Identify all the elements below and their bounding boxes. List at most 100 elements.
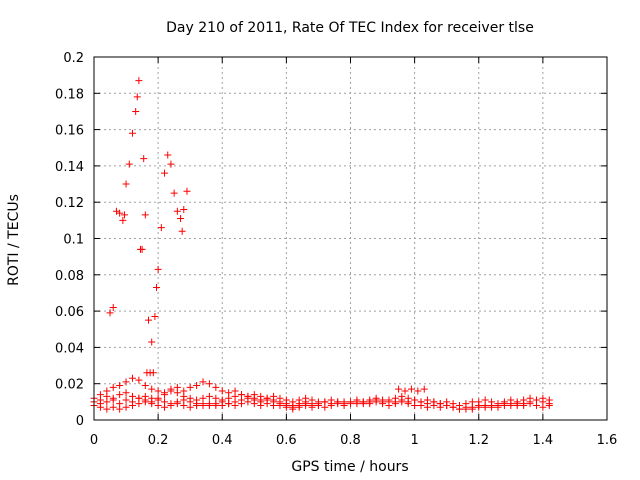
data-point-arc-c — [391, 394, 399, 402]
data-point-arc-c — [385, 396, 393, 404]
data-point-spike-satellite — [173, 207, 181, 215]
data-point-arc-c — [359, 400, 367, 408]
data-point-spike-satellite — [149, 369, 157, 377]
data-point-arc-d — [180, 387, 188, 395]
data-point-arc-d — [154, 387, 162, 395]
chart-title: Day 210 of 2011, Rate Of TEC Index for r… — [166, 20, 534, 36]
data-point-arc-c — [494, 403, 502, 411]
data-point-spike-satellite — [135, 77, 143, 85]
data-point-arc-d — [257, 392, 265, 400]
x-tick-label: 1.6 — [597, 433, 618, 448]
data-point-arc-d — [237, 391, 245, 399]
data-point-arc-d — [135, 376, 143, 384]
y-axis-label: ROTI / TECUs — [6, 194, 22, 286]
data-point-arc-b — [423, 403, 431, 411]
data-point-arc-c — [135, 394, 143, 402]
data-point-arc-d — [167, 385, 175, 393]
data-point-arc-d — [250, 391, 258, 399]
data-point-spike-satellite — [138, 245, 146, 253]
data-point-spike-satellite — [157, 224, 165, 232]
grid-lines — [94, 57, 607, 420]
data-point-arc-c — [539, 398, 547, 406]
data-point-arc-d — [103, 387, 111, 395]
data-point-spike-satellite — [161, 169, 169, 177]
data-point-arc-c — [449, 403, 457, 411]
data-point-arc-d — [225, 389, 233, 397]
data-point-arc-c — [436, 400, 444, 408]
data-point-arc-e — [414, 387, 422, 395]
data-point-arc-d — [289, 401, 297, 409]
data-point-spike-satellite — [140, 155, 148, 163]
data-point-arc-c — [520, 400, 528, 408]
y-tick-label: 0.14 — [55, 160, 84, 175]
data-point-arc-c — [500, 401, 508, 409]
data-point-arc-c — [366, 398, 374, 406]
data-point-spike-satellite — [116, 209, 124, 217]
data-point-arc-c — [161, 398, 169, 406]
y-tick-label: 0.04 — [55, 341, 84, 356]
data-point-spike-satellite — [132, 107, 140, 115]
data-points — [90, 77, 553, 413]
data-point-arc-d — [295, 400, 303, 408]
data-point-arc-d — [128, 374, 136, 382]
data-point-spike-satellite — [177, 215, 185, 223]
data-point-spike-satellite — [164, 151, 172, 159]
data-point-spike-satellite — [145, 316, 153, 324]
data-point-arc-c — [334, 400, 342, 408]
data-point-spike-satellite — [154, 265, 162, 273]
data-point-spike-satellite — [153, 284, 161, 292]
data-point-arc-d — [109, 383, 117, 391]
data-point-arc-d — [205, 380, 213, 388]
data-point-arc-d — [116, 382, 124, 390]
y-tick-label: 0.02 — [55, 378, 84, 393]
x-tick-label: 0.2 — [148, 433, 169, 448]
data-point-arc-c — [225, 400, 233, 408]
data-point-arc-c — [417, 398, 425, 406]
y-tick-labels: 0 0.02 0.04 0.06 0.08 0.1 0.12 0.14 0.16 0.18 0.2 — [55, 51, 84, 429]
data-point-arc-c — [237, 400, 245, 408]
data-point-spike-satellite — [180, 205, 188, 213]
data-point-arc-c — [199, 401, 207, 409]
x-tick-label: 1.4 — [533, 433, 554, 448]
data-point-spike-satellite — [112, 207, 120, 215]
y-tick-label: 0.06 — [55, 305, 84, 320]
data-point-arc-c — [488, 401, 496, 409]
data-point-arc-c — [218, 401, 226, 409]
data-point-arc-c — [456, 405, 464, 413]
data-point-arc-d — [244, 392, 252, 400]
data-point-arc-d — [308, 400, 316, 408]
data-point-arc-c — [109, 396, 117, 404]
data-point-arc-c — [231, 401, 239, 409]
data-point-spike-satellite — [122, 180, 130, 188]
data-point-spike-satellite — [106, 309, 114, 317]
x-tick-label: 0.8 — [340, 433, 361, 448]
data-point-arc-d — [231, 387, 239, 395]
data-point-arc-c — [340, 401, 348, 409]
data-point-arc-c — [468, 403, 476, 411]
data-point-spike-satellite — [125, 160, 133, 168]
data-point-arc-c — [116, 400, 124, 408]
data-point-arc-c — [532, 396, 540, 404]
data-point-arc-c — [443, 401, 451, 409]
data-point-arc-d — [212, 383, 220, 391]
x-tick-labels: 0 0.2 0.4 0.6 0.8 1 1.2 1.4 1.6 — [90, 433, 617, 448]
data-point-arc-c — [462, 405, 470, 413]
data-point-arc-c — [513, 401, 521, 409]
x-tick-label: 0.6 — [276, 433, 297, 448]
data-point-arc-d — [122, 378, 130, 386]
data-point-arc-a — [116, 391, 124, 399]
data-point-arc-d — [270, 396, 278, 404]
data-point-arc-c — [205, 400, 213, 408]
data-point-arc-b — [103, 405, 111, 413]
y-tick-label: 0.16 — [55, 124, 84, 139]
x-tick-label: 1.2 — [468, 433, 489, 448]
data-point-arc-d — [218, 387, 226, 395]
data-point-spike-satellite — [183, 187, 191, 195]
data-point-arc-d — [263, 394, 271, 402]
data-point-arc-c — [128, 398, 136, 406]
data-point-arc-c — [411, 396, 419, 404]
data-point-arc-c — [430, 398, 438, 406]
data-point-arc-c — [321, 403, 329, 411]
data-point-spike-satellite — [178, 227, 186, 235]
